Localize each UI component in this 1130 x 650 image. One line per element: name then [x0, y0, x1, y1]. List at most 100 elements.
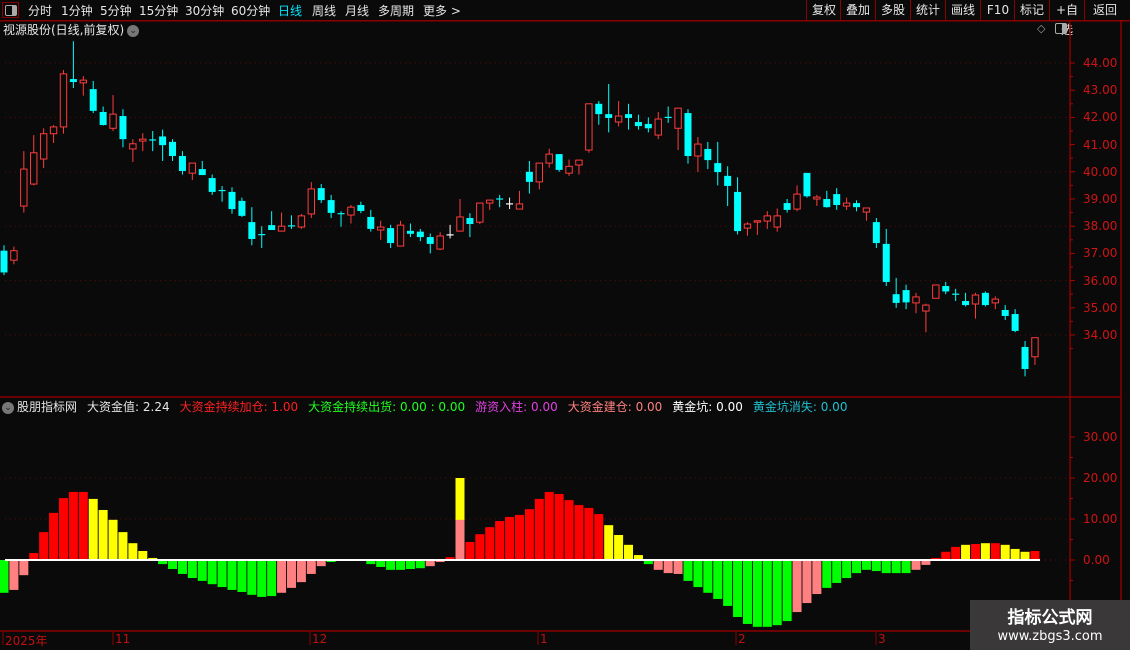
indicator-bar — [267, 560, 277, 597]
indicator-bar — [881, 560, 891, 574]
candle-body-up — [59, 73, 68, 128]
multi-stock-button[interactable]: 多股 — [875, 0, 910, 20]
candle-body-up — [476, 202, 484, 223]
candle-body-down — [317, 188, 325, 201]
date-label: 11 — [115, 632, 131, 646]
f10-button[interactable]: F10 — [980, 0, 1015, 20]
indicator-header: ⌄ 股朋指标网 大资金值: 2.24 大资金持续加仓: 1.00 大资金持续出货: 0.… — [2, 398, 857, 414]
indicator-bar — [822, 560, 832, 588]
candle-body-up — [753, 220, 762, 223]
indicator-bar — [68, 491, 78, 560]
indicator-bar — [762, 560, 772, 627]
candle-body-down — [803, 172, 811, 197]
indicator-bar — [207, 560, 217, 585]
period-tab-fenshi[interactable]: 分时 — [28, 4, 53, 18]
candle-body-up — [842, 202, 851, 207]
chart-title: 视源股份(日线,前复权) — [3, 23, 125, 37]
candle-body-down — [367, 216, 375, 229]
indicator-bar — [733, 560, 743, 617]
candle-body-up — [376, 226, 385, 231]
indicator-bar — [485, 527, 495, 560]
indicator-bar — [564, 500, 574, 560]
indicator-bar — [376, 560, 386, 567]
mark-button[interactable]: 标记 — [1014, 0, 1049, 20]
candle-body-up — [129, 143, 137, 150]
candle-body-up — [932, 284, 940, 299]
watermark: 指标公式网 www.zbgs3.com — [970, 600, 1130, 650]
candle-body-up — [922, 304, 930, 312]
period-tab-multi[interactable]: 多周期 — [378, 4, 415, 18]
indicator-bar — [653, 560, 663, 570]
candle-body-down — [0, 250, 8, 273]
candle-body-up — [654, 118, 662, 136]
indicator-bar — [227, 560, 237, 590]
candle-body-down — [99, 111, 107, 126]
candle-body-down — [555, 154, 563, 170]
indicator-bar — [544, 491, 554, 560]
candle-body-down — [942, 286, 950, 292]
indicator-bar — [455, 519, 465, 560]
indicator-bar — [296, 560, 306, 583]
indicator-bar — [861, 560, 871, 570]
chevron-down-icon[interactable]: ⌄ — [127, 24, 140, 37]
statistics-button[interactable]: 统计 — [910, 0, 945, 20]
indicator-bar — [237, 560, 247, 592]
panel-toggle-icon[interactable] — [1055, 23, 1069, 35]
candle-body-down — [248, 222, 256, 239]
indicator-bar — [277, 560, 287, 593]
candle-body-down — [595, 103, 603, 115]
period-tab-daily[interactable]: 日线 — [278, 4, 303, 18]
period-tab-15min[interactable]: 15分钟 — [139, 4, 179, 18]
back-button[interactable]: 返回 — [1084, 0, 1125, 20]
candle-body-up — [20, 168, 28, 207]
indicator-bar — [197, 560, 207, 581]
period-tab-1min[interactable]: 1分钟 — [61, 4, 93, 18]
indicator-bar — [465, 541, 475, 560]
candle-body-down — [69, 79, 77, 83]
candle-body-down — [357, 204, 365, 211]
candle-body-down — [704, 148, 712, 161]
date-label: 3 — [878, 632, 886, 646]
candle-body-down — [525, 171, 533, 182]
restore-rights-button[interactable]: 复权 — [806, 0, 841, 20]
price-tick-label: 39.00 — [1083, 192, 1118, 206]
candle-body-up — [307, 188, 316, 215]
candle-body-down — [625, 114, 633, 118]
overlay-button[interactable]: 叠加 — [840, 0, 875, 20]
indicator-bar — [614, 534, 624, 560]
period-tab-30min[interactable]: 30分钟 — [185, 4, 225, 18]
indicator-bar — [1010, 548, 1020, 560]
indicator-bar — [78, 491, 88, 560]
chevron-down-icon[interactable]: ⌄ — [2, 401, 14, 414]
candle-body-down — [684, 113, 692, 157]
indicator-bar — [604, 525, 614, 560]
indicator-bar — [158, 560, 168, 565]
draw-line-button[interactable]: 画线 — [945, 0, 980, 20]
candle-body-up — [396, 224, 405, 247]
period-tab-monthly[interactable]: 月线 — [345, 4, 370, 18]
indicator-bar — [1000, 544, 1010, 560]
period-tab-5min[interactable]: 5分钟 — [100, 4, 132, 18]
indicator-bar — [168, 560, 178, 570]
candle-body-down — [724, 175, 732, 186]
panel-toggle-icon[interactable] — [2, 2, 19, 18]
indicator-bar — [723, 560, 733, 606]
period-tab-60min[interactable]: 60分钟 — [231, 4, 271, 18]
candle-body-down — [833, 194, 841, 205]
watermark-title: 指标公式网 — [1007, 608, 1093, 628]
indicator-bar — [534, 498, 544, 560]
diamond-icon[interactable]: ◇ — [1037, 22, 1046, 35]
candle-body-up — [545, 153, 553, 164]
candle-body-down — [783, 203, 791, 210]
candle-body-down — [89, 89, 97, 111]
period-tab-weekly[interactable]: 周线 — [312, 4, 337, 18]
indicator-bar — [148, 557, 158, 560]
candle-body-up — [743, 223, 752, 229]
indicator-bar — [772, 560, 782, 626]
price-tick-label: 42.00 — [1083, 110, 1118, 125]
candle-body-up — [813, 196, 821, 200]
indicator-bar — [673, 560, 683, 574]
period-tab-more[interactable]: 更多 > — [423, 4, 461, 18]
candle-body-down — [406, 230, 414, 234]
